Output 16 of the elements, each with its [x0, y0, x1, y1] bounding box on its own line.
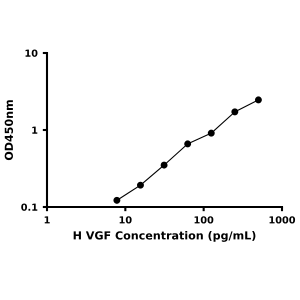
- point: [231, 108, 238, 116]
- point: [136, 182, 144, 189]
- point: [113, 196, 120, 204]
- x-tick-label: 1: [44, 216, 50, 224]
- point: [254, 96, 262, 104]
- x-axis-title: H VGF Concentration (pg/mL): [74, 230, 256, 242]
- y-tick-label: 0.1: [21, 203, 38, 211]
- y-tick-label: 10: [26, 49, 38, 57]
- y-tick-label: 1: [32, 126, 38, 134]
- x-tick-label: 1000: [270, 216, 296, 224]
- point: [160, 162, 168, 169]
- x-tick-label: 100: [194, 216, 214, 224]
- point: [184, 140, 192, 148]
- y-axis-title: OD450nm: [4, 100, 14, 160]
- point: [208, 130, 215, 137]
- x-tick-label: 10: [120, 216, 132, 224]
